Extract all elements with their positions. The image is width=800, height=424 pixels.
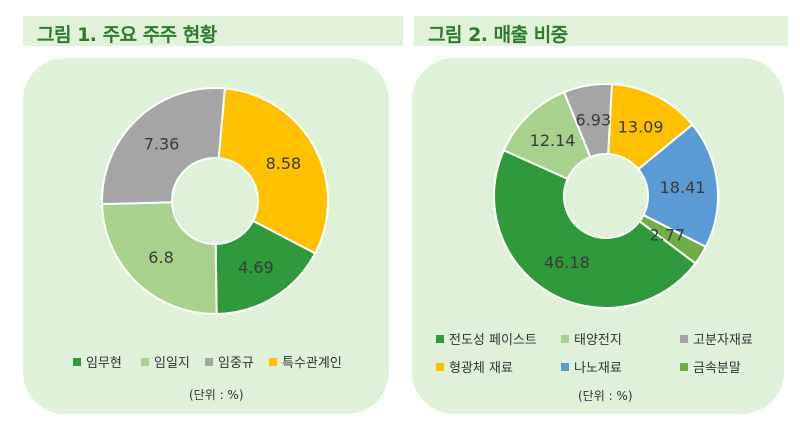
- data-label: 13.09: [618, 118, 664, 137]
- legend-item: 전도성 페이스트: [436, 329, 537, 348]
- data-label: 46.18: [544, 253, 590, 272]
- legend-label: 임일지: [154, 356, 190, 371]
- legend-item: 금속분말: [680, 357, 741, 376]
- legend-label: 고분자재료: [693, 333, 753, 348]
- legend-item: 특수관계인: [269, 352, 342, 371]
- data-label: 8.58: [266, 154, 302, 173]
- legend-item: 태양전지: [561, 329, 622, 348]
- data-label: 7.36: [144, 135, 180, 154]
- donut-slice: [214, 219, 317, 316]
- legend-label: 전도성 페이스트: [449, 333, 537, 348]
- unit-note: (단위 : %): [189, 388, 244, 402]
- legend-item: 형광체 재료: [436, 357, 513, 376]
- donut-slice: [101, 201, 218, 315]
- legend-swatch: [680, 334, 688, 343]
- legend-label: 금속분말: [693, 361, 741, 376]
- legend-item: 고분자재료: [680, 329, 753, 348]
- legend-swatch: [561, 334, 569, 343]
- legend-swatch: [436, 334, 444, 343]
- legend-label: 태양전지: [574, 333, 622, 348]
- chart-title: 그림 1. 주요 주주 현황: [37, 24, 217, 46]
- legend-item: 임중규: [205, 352, 254, 371]
- donut-slice: [493, 148, 697, 309]
- title-bar: 그림 1. 주요 주주 현황: [23, 16, 403, 46]
- legend-swatch: [269, 357, 277, 366]
- legend-label: 임중규: [218, 356, 254, 371]
- data-label: 2.77: [649, 225, 685, 244]
- legend-label: 나노재료: [574, 361, 622, 376]
- legend-item: 임일지: [141, 352, 190, 371]
- legend-swatch: [73, 357, 81, 366]
- unit-note: (단위 : %): [578, 389, 633, 403]
- donut-chart-sales: 6.93 13.09 18.41 2.77 46.18 12.14: [493, 83, 719, 309]
- donut-slice: [101, 87, 226, 206]
- legend-label: 형광체 재료: [449, 361, 513, 376]
- data-label: 4.69: [238, 258, 274, 277]
- legend-item: 임무현: [73, 352, 122, 371]
- shareholder-panel: 그림 1. 주요 주주 현황 8.58 4.69 6.8 7.36 임무현 임일지 임…: [15, 0, 403, 424]
- data-label: 18.41: [660, 178, 706, 197]
- donut-slice: [502, 90, 592, 181]
- data-label: 6.93: [576, 111, 612, 130]
- legend-item: 나노재료: [561, 357, 622, 376]
- legend-swatch: [436, 362, 444, 371]
- data-label: 6.8: [148, 248, 173, 267]
- title-bar: 그림 2. 매출 비중: [414, 16, 788, 46]
- legend-label: 임무현: [86, 356, 122, 371]
- donut-slice: [217, 87, 329, 255]
- donut-chart-shareholders: 8.58 4.69 6.8 7.36: [101, 87, 329, 316]
- data-label: 12.14: [530, 131, 576, 150]
- sales-panel: 그림 2. 매출 비중 6.93 13.09 18.41 2.77 46.18 12.14…: [408, 0, 788, 424]
- legend-swatch: [680, 362, 688, 371]
- legend-swatch: [141, 357, 149, 366]
- legend-swatch: [205, 357, 213, 366]
- chart-title: 그림 2. 매출 비중: [428, 24, 568, 46]
- donut-slice: [636, 123, 719, 249]
- legend-label: 특수관계인: [282, 356, 342, 371]
- legend-swatch: [561, 362, 569, 371]
